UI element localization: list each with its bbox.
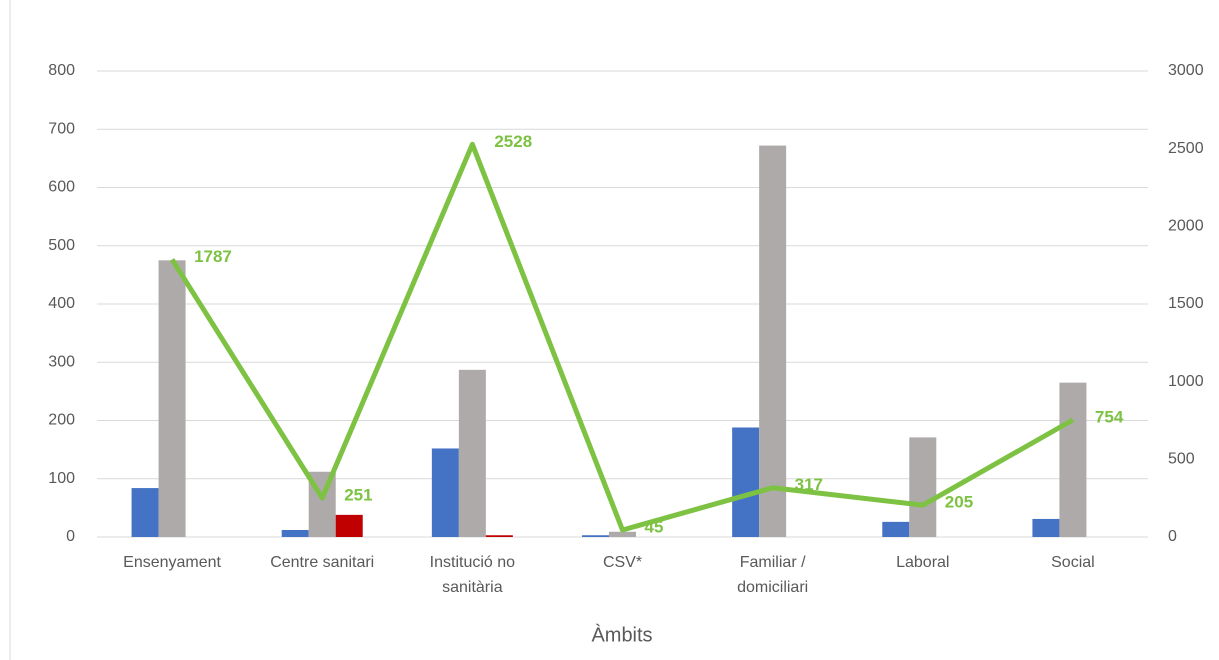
line (169, 141, 1075, 533)
x-tick-label: Ensenyament (123, 554, 221, 571)
y2-tick-label: 0 (1168, 528, 1177, 545)
bar (909, 437, 937, 537)
bar (1059, 382, 1087, 537)
y2-tick-label: 1000 (1168, 373, 1204, 390)
y2-tick-label: 1500 (1168, 295, 1204, 312)
x-tick-label: Social (1051, 554, 1095, 571)
x-tick-label: sanitària (442, 579, 503, 596)
x-tick-label: Institució no (430, 554, 515, 571)
data-label: 754 (1095, 407, 1124, 426)
y-tick-label: 400 (48, 295, 75, 312)
data-label: 1787 (194, 247, 232, 266)
y-tick-label: 500 (48, 237, 75, 254)
bar (882, 521, 910, 537)
x-tick-label: Laboral (896, 554, 949, 571)
y-tick-label: 200 (48, 412, 75, 429)
bar (609, 531, 636, 537)
x-axis-title: Àmbits (591, 623, 652, 646)
bar (158, 260, 186, 537)
y2-tick-label: 2000 (1168, 218, 1204, 235)
data-label: 251 (344, 485, 372, 504)
bar (431, 448, 459, 537)
y-tick-label: 700 (48, 120, 75, 137)
data-label: 317 (795, 475, 823, 494)
x-tick-label: domiciliari (737, 579, 808, 596)
data-label: 205 (945, 493, 973, 512)
bar (582, 535, 609, 537)
y-tick-label: 100 (48, 470, 75, 487)
bar (131, 488, 159, 537)
bar (1032, 518, 1060, 537)
x-tick-label: CSV* (603, 554, 642, 571)
y2-tick-label: 3000 (1168, 62, 1204, 79)
data-label: 2528 (494, 132, 532, 151)
data-label: 45 (645, 517, 664, 536)
bar (281, 530, 309, 537)
bar (485, 535, 513, 537)
y-tick-label: 600 (48, 179, 75, 196)
bar (732, 427, 760, 537)
y-tick-label: 300 (48, 353, 75, 370)
x-tick-label: Familiar / (740, 554, 806, 571)
bar (759, 145, 787, 537)
y2-tick-label: 2500 (1168, 140, 1204, 157)
bar (335, 514, 363, 537)
y2-tick-label: 500 (1168, 451, 1195, 468)
x-tick-label: Centre sanitari (270, 554, 374, 571)
y-tick-label: 0 (66, 528, 75, 545)
y-tick-label: 800 (48, 62, 75, 79)
bar (458, 369, 486, 537)
